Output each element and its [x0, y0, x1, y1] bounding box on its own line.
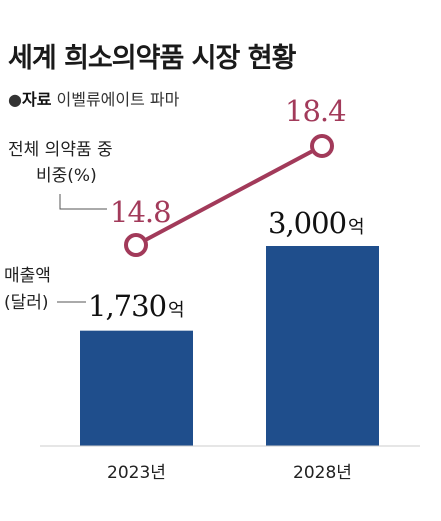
- annotation-group: 매출액 (달러) 전체 의약품 중비중(%): [4, 140, 113, 313]
- share-value-label-1: 14.8: [110, 195, 171, 229]
- source-text: 이벨류에이트 파마: [56, 90, 180, 109]
- bar-2: [266, 246, 379, 446]
- line-series-label-line2: 비중(%): [36, 166, 97, 186]
- share-point-2: [310, 134, 334, 158]
- chart-title: 세계 희소의약품 시장 현황: [8, 43, 296, 74]
- category-label-2: 2028년: [293, 463, 352, 483]
- source-note: ●자료 이벨류에이트 파마: [8, 86, 179, 110]
- share-line-group: 14.8 18.4: [110, 94, 347, 257]
- bar-value-label-1: 1,730 억: [88, 289, 185, 323]
- bar-series-label-line2: (달러): [4, 293, 49, 313]
- share-line: [135, 144, 323, 247]
- bar-group: 2023년 2028년 1,730 억 3,000 억: [40, 206, 420, 483]
- bar-1: [80, 330, 193, 446]
- bullet-icon: ●: [8, 90, 22, 109]
- line-series-label-line1: 전체 의약품 중: [8, 140, 113, 160]
- source-label: 자료: [21, 90, 52, 109]
- category-label-1: 2023년: [107, 463, 166, 483]
- bar-value-label-2: 3,000 억: [268, 206, 365, 240]
- share-value-label-2: 18.4: [285, 94, 346, 128]
- bar-series-label-line1: 매출액: [4, 266, 51, 286]
- share-point-1: [124, 233, 148, 257]
- line-leader-line: [59, 194, 107, 210]
